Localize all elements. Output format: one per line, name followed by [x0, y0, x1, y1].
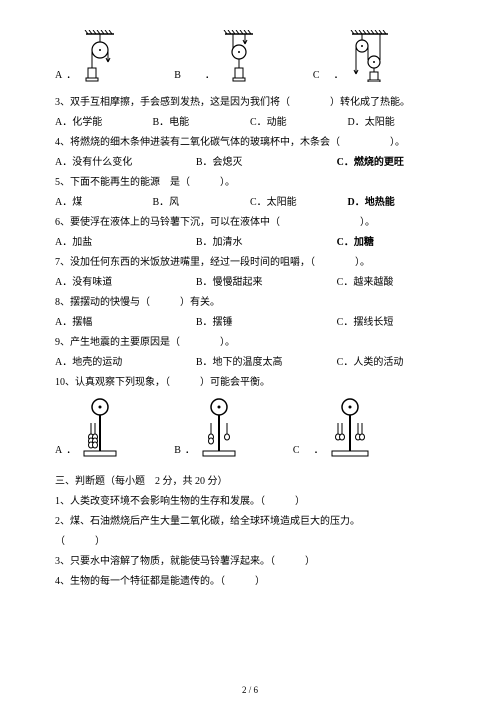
q2-opt-b-label: B	[174, 70, 181, 85]
q10-option-a: A．	[55, 397, 120, 460]
judge-2b: （ ）	[55, 532, 445, 552]
q2-image-options: A． B ．	[55, 30, 445, 85]
q10-opt-a-label: A	[55, 445, 62, 460]
q8-options: A．摆幅 B．摆锤 C．摆线长短	[55, 313, 445, 333]
judge-1: 1、人类改变环境不会影响生物的生存和发展。（ ）	[55, 492, 445, 512]
q10-option-c: C ．	[293, 397, 372, 460]
judge-3: 3、只要水中溶解了物质，就能使马铃薯浮起来。（ ）	[55, 552, 445, 572]
q3-opt-b: B．电能	[153, 113, 251, 133]
q6-opt-b: B．加清水	[196, 233, 337, 253]
q3-opt-a: A．化学能	[55, 113, 153, 133]
q8-opt-c: C．摆线长短	[337, 313, 445, 333]
q5-opt-a: A．煤	[55, 193, 153, 213]
judge-4: 4、生物的每一个特征都是能遗传的。（ ）	[55, 572, 445, 592]
q4-options: A．没有什么变化 B．会熄灭 C．燃烧的更旺	[55, 153, 445, 173]
q6-text: 6、要使浮在液体上的马铃薯下沉，可以在液体中（ ）。	[55, 213, 445, 233]
q9-opt-c: C．人类的活动	[337, 353, 445, 373]
judge-2: 2、煤、石油燃烧后产生大量二氧化碳，给全球环境造成巨大的压力。	[55, 512, 445, 532]
q10-text: 10、认真观察下列现象，（ ）可能会平衡。	[55, 373, 445, 393]
q7-opt-c: C．越来越酸	[337, 273, 445, 293]
q6-opt-c: C．加糖	[337, 233, 445, 253]
q5-opt-d: D．地热能	[348, 193, 446, 213]
lever-diagram-b	[199, 397, 239, 460]
q9-opt-a: A．地壳的运动	[55, 353, 196, 373]
section3-title: 三、判断题（每小题 2 分，共 20 分）	[55, 472, 445, 492]
q3-options: A．化学能 B．电能 C．动能 D．太阳能	[55, 113, 445, 133]
q10-opt-c-label: C	[293, 445, 300, 460]
q8-text: 8、摆摆动的快慢与（ ）有关。	[55, 293, 445, 313]
q10-option-b: B．	[174, 397, 239, 460]
q4-text: 4、将燃烧的细木条伸进装有二氧化碳气体的玻璃杯中，木条会（ ）。	[55, 133, 445, 153]
q5-text: 5、下面不能再生的能源 是（ ）。	[55, 173, 445, 193]
lever-diagram-a	[80, 397, 120, 460]
q3-text: 3、双手互相摩擦，手会感到发热，这是因为我们将（ ）转化成了热能。	[55, 93, 445, 113]
page-number: 2 / 6	[0, 685, 500, 695]
q9-options: A．地壳的运动 B．地下的温度太高 C．人类的活动	[55, 353, 445, 373]
q3-opt-d: D．太阳能	[348, 113, 446, 133]
q4-opt-c: C．燃烧的更旺	[337, 153, 445, 173]
q5-options: A．煤 B．风 C．太阳能 D．地热能	[55, 193, 445, 213]
q2-option-a: A．	[55, 30, 120, 85]
q7-text: 7、没加任何东西的米饭放进嘴里，经过一段时间的咀嚼，（ ）。	[55, 253, 445, 273]
pulley-diagram-c	[348, 30, 392, 85]
q7-opt-a: A．没有味道	[55, 273, 196, 293]
q10-image-options: A． B．	[55, 397, 445, 460]
q8-opt-b: B．摆锤	[196, 313, 337, 333]
q4-opt-a: A．没有什么变化	[55, 153, 196, 173]
q2-opt-c-label: C	[313, 70, 320, 85]
lever-diagram-c	[328, 397, 372, 460]
q4-opt-b: B．会熄灭	[196, 153, 337, 173]
q7-opt-b: B．慢慢甜起来	[196, 273, 337, 293]
q5-opt-c: C．太阳能	[250, 193, 348, 213]
pulley-diagram-a	[80, 30, 120, 85]
q6-options: A．加盐 B．加清水 C．加糖	[55, 233, 445, 253]
q6-opt-a: A．加盐	[55, 233, 196, 253]
q9-opt-b: B．地下的温度太高	[196, 353, 337, 373]
q2-option-b: B ．	[174, 30, 259, 85]
q8-opt-a: A．摆幅	[55, 313, 196, 333]
q9-text: 9、产生地震的主要原因是（ ）。	[55, 333, 445, 353]
pulley-diagram-b	[219, 30, 259, 85]
q5-opt-b: B．风	[153, 193, 251, 213]
q10-opt-b-label: B	[174, 445, 181, 460]
q2-option-c: C ．	[313, 30, 392, 85]
q3-opt-c: C．动能	[250, 113, 348, 133]
q7-options: A．没有味道 B．慢慢甜起来 C．越来越酸	[55, 273, 445, 293]
q2-opt-a-label: A	[55, 70, 62, 85]
